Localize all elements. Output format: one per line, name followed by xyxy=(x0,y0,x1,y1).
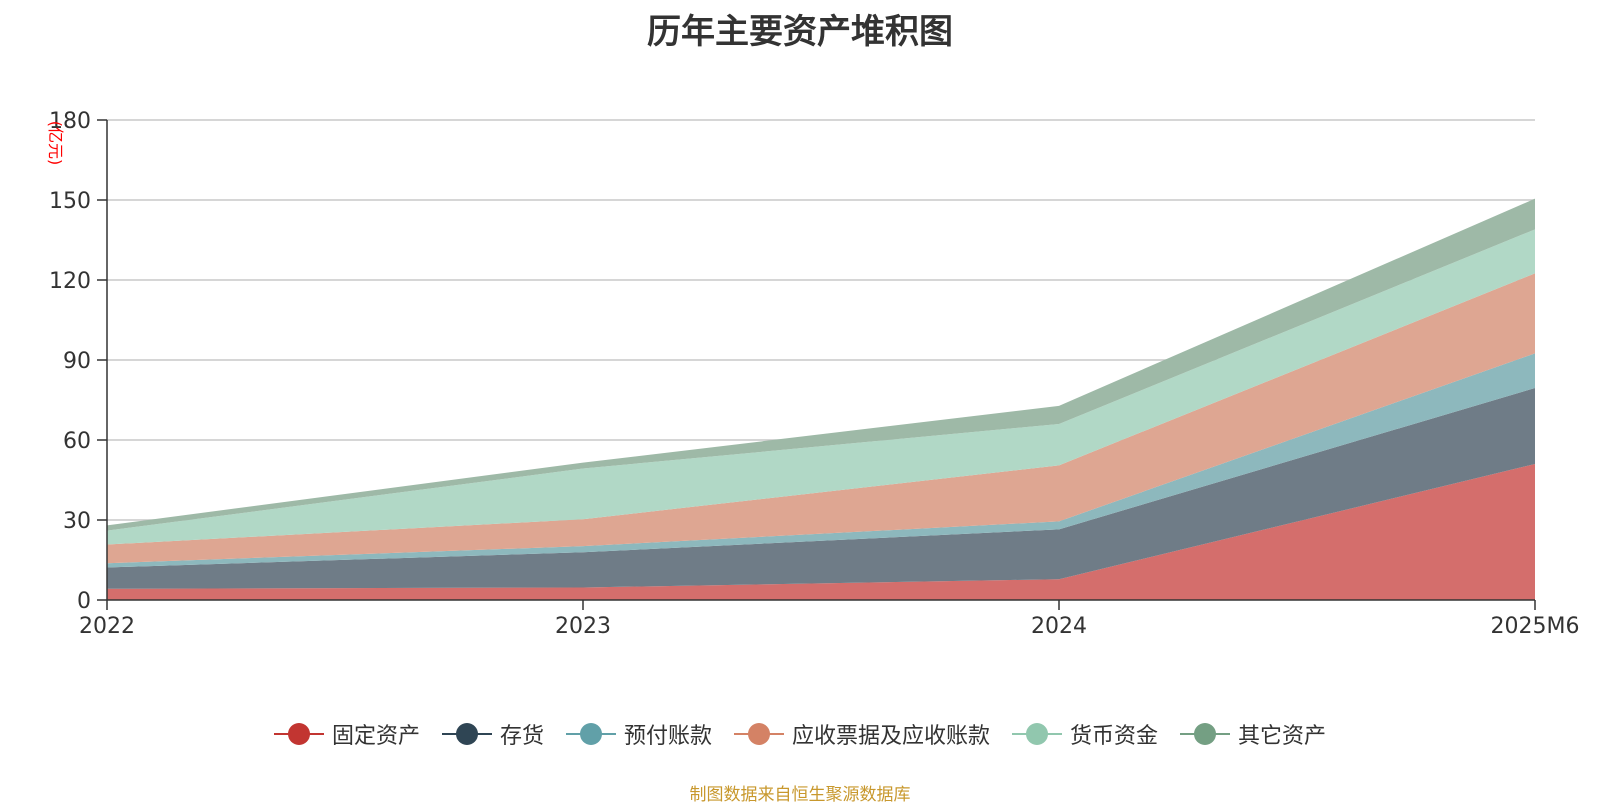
x-tick-label: 2022 xyxy=(79,614,135,639)
data-source-note: 制图数据来自恒生聚源数据库 xyxy=(689,785,911,805)
legend-item-3[interactable]: 应收票据及应收账款 xyxy=(734,718,990,750)
y-tick-label: 0 xyxy=(77,589,91,614)
area-layer xyxy=(107,198,1535,600)
x-tick-label: 2025M6 xyxy=(1491,614,1580,639)
legend-marker-icon xyxy=(441,722,492,746)
x-tick-label: 2023 xyxy=(555,614,611,639)
legend-label: 固定资产 xyxy=(331,724,420,749)
y-tick-label: 60 xyxy=(63,429,91,454)
y-tick-label: 30 xyxy=(63,509,91,534)
legend-item-1[interactable]: 存货 xyxy=(441,718,544,750)
y-tick-label: 120 xyxy=(49,269,91,294)
legend-label: 预付账款 xyxy=(623,724,712,749)
legend-marker-icon xyxy=(1012,722,1063,746)
y-tick-label: 150 xyxy=(49,189,91,214)
legend-marker-icon xyxy=(734,722,784,746)
legend-label: 其它资产 xyxy=(1238,724,1327,749)
legend-label: 货币资金 xyxy=(1070,724,1159,749)
legend-item-5[interactable]: 其它资产 xyxy=(1180,718,1326,750)
y-tick-label: 90 xyxy=(63,349,91,374)
area-series-0[interactable] xyxy=(107,464,1535,600)
legend-marker-icon xyxy=(1180,722,1231,746)
axis-layer: 0 30 60 90 120 150 180 2022 2023 2024 2025M6 xyxy=(49,109,1579,639)
legend-item-2[interactable]: 预付账款 xyxy=(565,718,712,750)
legend-item-4[interactable]: 货币资金 xyxy=(1012,718,1158,750)
legend-label: 存货 xyxy=(499,724,544,749)
chart-legend: 固定资产 存货 预付账款 应收票据及应收账款 货币资金 其它资产 xyxy=(0,718,1600,750)
y-axis-unit-label: (亿元) xyxy=(46,121,65,166)
area-series-2[interactable] xyxy=(107,353,1535,568)
chart-title: 历年主要资产堆积图 xyxy=(647,12,953,52)
x-tick-label: 2024 xyxy=(1031,614,1087,639)
area-series-3[interactable] xyxy=(107,273,1535,564)
legend-label: 应收票据及应收账款 xyxy=(792,724,991,749)
legend-item-0[interactable]: 固定资产 xyxy=(273,718,420,750)
legend-marker-icon xyxy=(273,722,324,746)
area-series-1[interactable] xyxy=(107,388,1535,589)
y-tick-label: 180 xyxy=(49,109,91,134)
area-series-4[interactable] xyxy=(107,229,1535,545)
legend-marker-icon xyxy=(565,722,616,746)
